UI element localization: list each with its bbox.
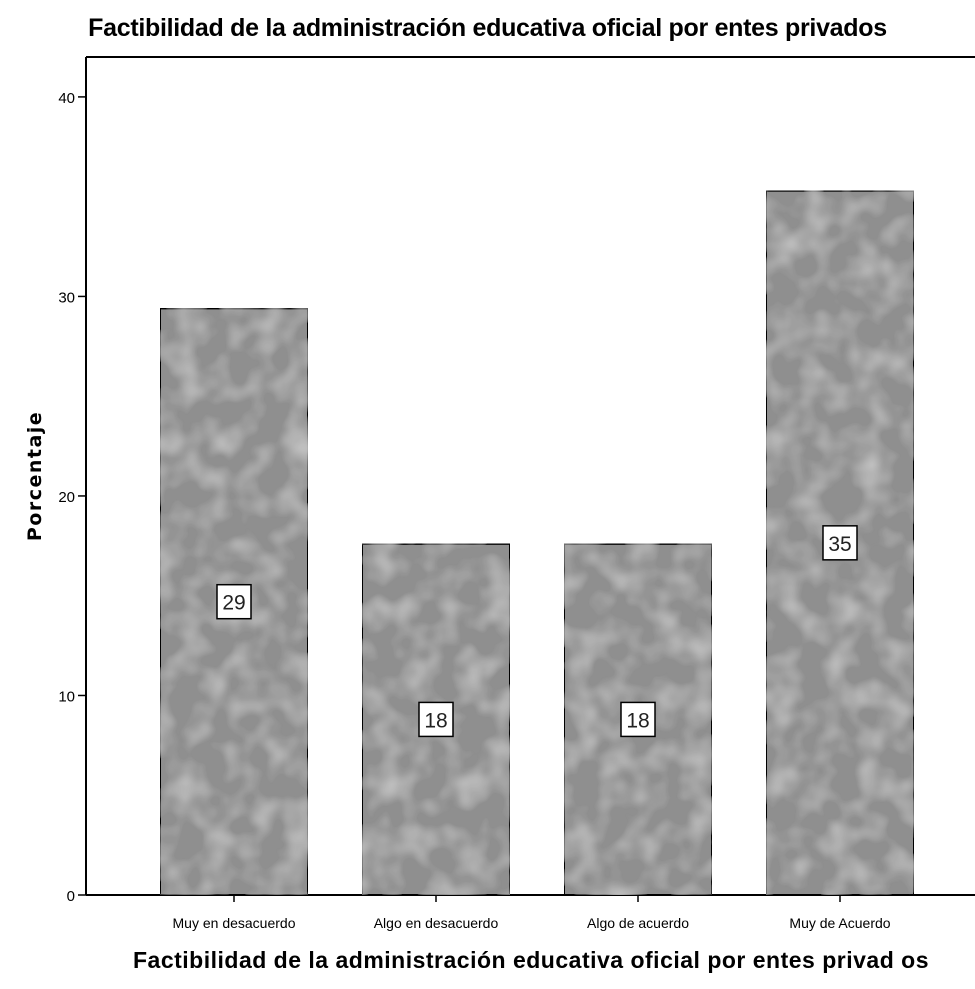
y-tick-label: 10 <box>58 688 75 705</box>
data-label: 18 <box>424 709 447 732</box>
y-tick-label: 0 <box>67 888 75 905</box>
x-category-label: Algo en desacuerdo <box>374 915 499 931</box>
y-tick-label: 20 <box>58 489 75 506</box>
x-axis-category-labels: Muy en desacuerdo Algo en desacuerdo Algo … <box>173 895 891 931</box>
x-category-label: Muy de Acuerdo <box>789 915 890 931</box>
data-label: 18 <box>626 709 649 732</box>
chart-title: Factibilidad de la administración educat… <box>88 14 887 42</box>
data-label-box <box>418 701 454 738</box>
data-label: 35 <box>828 533 851 556</box>
data-label-box <box>620 701 656 738</box>
y-tick-label: 40 <box>58 90 75 107</box>
y-tick-label: 30 <box>58 289 75 306</box>
data-label: 29 <box>222 592 245 615</box>
x-category-label: Muy en desacuerdo <box>173 915 296 931</box>
x-category-label: Algo de acuerdo <box>587 915 689 931</box>
bars-group: 29 18 18 35 <box>159 189 915 896</box>
data-label-box <box>822 525 858 561</box>
y-axis-ticks: 0 10 20 30 40 <box>58 90 86 905</box>
x-axis-title: Factibilidad de la administración educat… <box>133 947 929 973</box>
y-axis-title: Porcentaje <box>24 411 46 541</box>
data-label-box <box>216 583 252 620</box>
